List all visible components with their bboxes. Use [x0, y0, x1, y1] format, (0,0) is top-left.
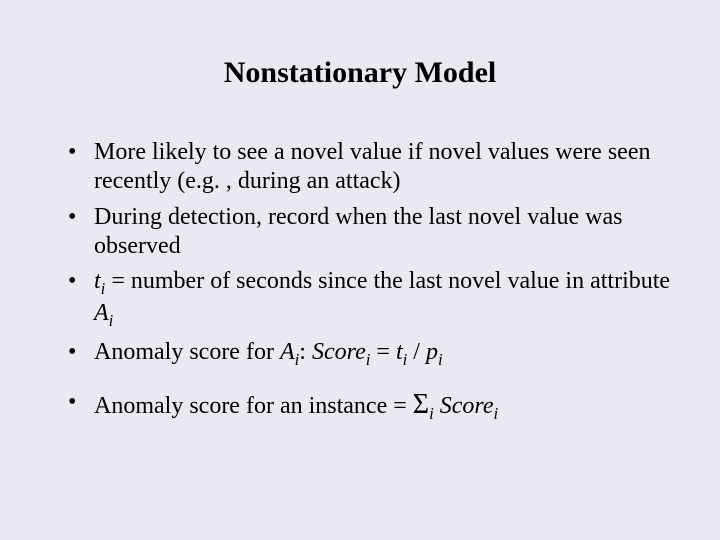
bullet-text: During detection, record when the last n…: [94, 204, 623, 259]
spacer: [48, 376, 672, 388]
sigma-icon: Σ: [413, 389, 429, 420]
var-a: A: [280, 339, 295, 365]
bullet-list: Anomaly score for an instance = Σi Score…: [68, 388, 672, 424]
slide: Nonstationary Model More likely to see a…: [0, 0, 720, 540]
bullet-item: During detection, record when the last n…: [68, 203, 672, 262]
eq: =: [370, 339, 396, 365]
bullet-item: More likely to see a novel value if nove…: [68, 138, 672, 197]
var-t: t: [94, 268, 101, 294]
bullet-item: ti = number of seconds since the last no…: [68, 267, 672, 332]
sub-i: i: [109, 311, 114, 330]
bullet-item: Anomaly score for Ai: Scorei = ti / pi: [68, 338, 672, 370]
bullet-item: Anomaly score for an instance = Σi Score…: [68, 388, 672, 424]
bullet-text: = number of seconds since the last novel…: [105, 268, 670, 294]
bullet-text: Anomaly score for: [94, 339, 280, 365]
bullet-text: More likely to see a novel value if nove…: [94, 139, 650, 194]
var-score: Score: [440, 393, 494, 419]
bullet-text: Anomaly score for an instance =: [94, 393, 413, 419]
var-t: t: [396, 339, 403, 365]
var-score: Score: [312, 339, 366, 365]
slash: /: [407, 339, 426, 365]
bullet-list: More likely to see a novel value if nove…: [68, 138, 672, 370]
slide-title: Nonstationary Model: [48, 56, 672, 90]
sub-i: i: [494, 404, 499, 423]
colon: :: [299, 339, 312, 365]
var-a: A: [94, 300, 109, 326]
sub-i: i: [438, 349, 443, 368]
var-p: p: [426, 339, 438, 365]
